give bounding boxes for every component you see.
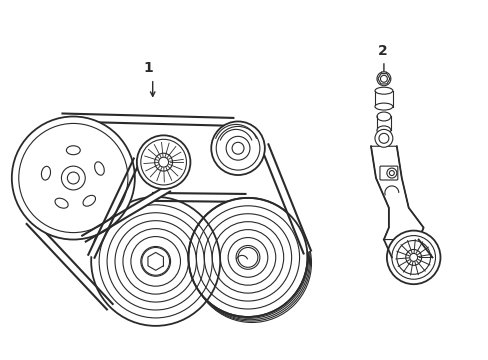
Circle shape [12,117,135,239]
Circle shape [374,129,392,147]
Ellipse shape [83,195,95,206]
Text: 2: 2 [377,44,387,58]
Polygon shape [82,185,170,242]
Circle shape [142,247,169,275]
Polygon shape [153,193,245,202]
Circle shape [191,202,310,321]
Circle shape [188,198,307,317]
Circle shape [386,231,440,284]
Circle shape [386,168,396,178]
Ellipse shape [374,103,392,110]
Polygon shape [62,113,233,126]
Polygon shape [88,158,140,258]
Circle shape [137,135,190,189]
Ellipse shape [376,126,390,135]
Ellipse shape [374,87,392,94]
Ellipse shape [66,146,80,155]
Circle shape [238,247,257,267]
Polygon shape [27,219,112,309]
Polygon shape [370,146,423,239]
FancyBboxPatch shape [379,166,397,180]
Text: 1: 1 [143,61,153,75]
Ellipse shape [55,198,68,208]
Circle shape [192,203,311,323]
Circle shape [376,72,390,86]
Circle shape [67,172,79,184]
Ellipse shape [41,166,50,180]
Circle shape [189,199,308,318]
Circle shape [405,249,421,265]
Circle shape [61,166,85,190]
Circle shape [211,121,264,175]
Circle shape [154,153,172,171]
Circle shape [190,201,309,320]
Ellipse shape [376,112,390,121]
Polygon shape [261,144,310,253]
Ellipse shape [94,162,104,175]
